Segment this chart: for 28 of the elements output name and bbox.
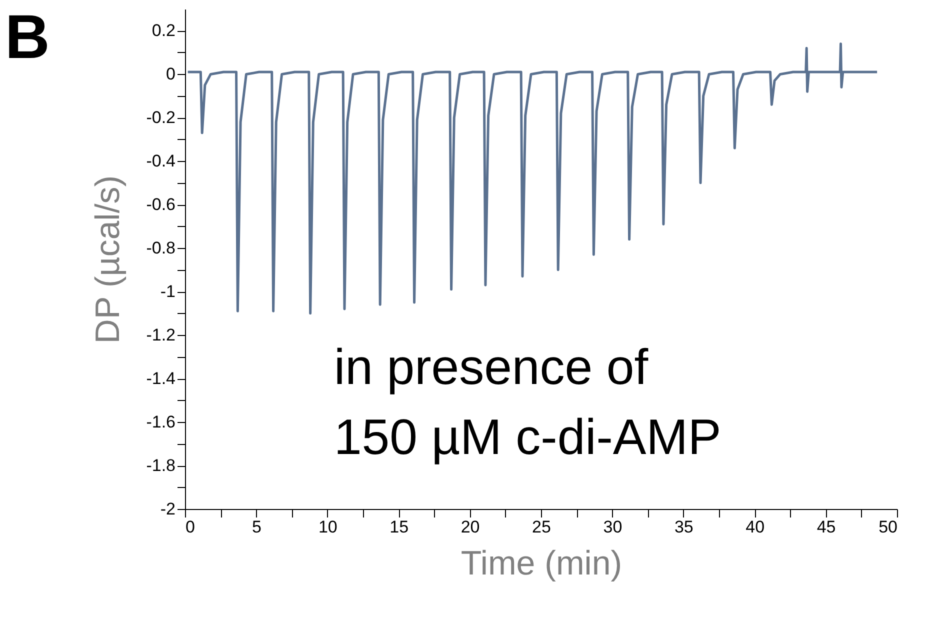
x-tick-label: 20 — [460, 518, 480, 536]
x-tick-label: 50 — [878, 518, 898, 536]
y-tick-label: -2 — [160, 500, 176, 518]
y-tick-label: -0.2 — [146, 108, 176, 128]
x-tick-label: 40 — [746, 518, 765, 536]
y-tick-label: -1.2 — [146, 326, 176, 345]
x-tick-label: 45 — [816, 518, 836, 536]
y-tick-label: -1.8 — [146, 456, 176, 476]
y-tick-label: 0 — [166, 64, 176, 84]
text: B — [5, 3, 50, 72]
x-tick-label: 15 — [390, 518, 409, 536]
y-tick-label: -1.6 — [146, 412, 176, 432]
x-tick-label: 10 — [318, 518, 338, 536]
x-tick-label: 35 — [674, 518, 694, 536]
y-tick-label: -0.4 — [146, 152, 176, 171]
y-tick-label: -0.8 — [146, 238, 176, 258]
y-tick-label: -1.4 — [146, 369, 176, 388]
line-series — [186, 42, 878, 315]
annotation: in presence of 150 µM c-di-AMP — [334, 339, 722, 465]
y-tick-label: 0.2 — [152, 21, 176, 40]
y-tick-label: -1 — [160, 282, 176, 302]
x-tick-label: 25 — [532, 518, 551, 536]
x-tick-label: 0 — [186, 518, 195, 536]
x-axis-title: Time (min) — [460, 544, 622, 582]
y-tick-label: -0.6 — [146, 195, 176, 214]
x-tick-label: 30 — [603, 518, 622, 536]
y-axis-title: DP (µcal/s) — [89, 175, 128, 344]
x-tick-label: 5 — [252, 518, 262, 536]
